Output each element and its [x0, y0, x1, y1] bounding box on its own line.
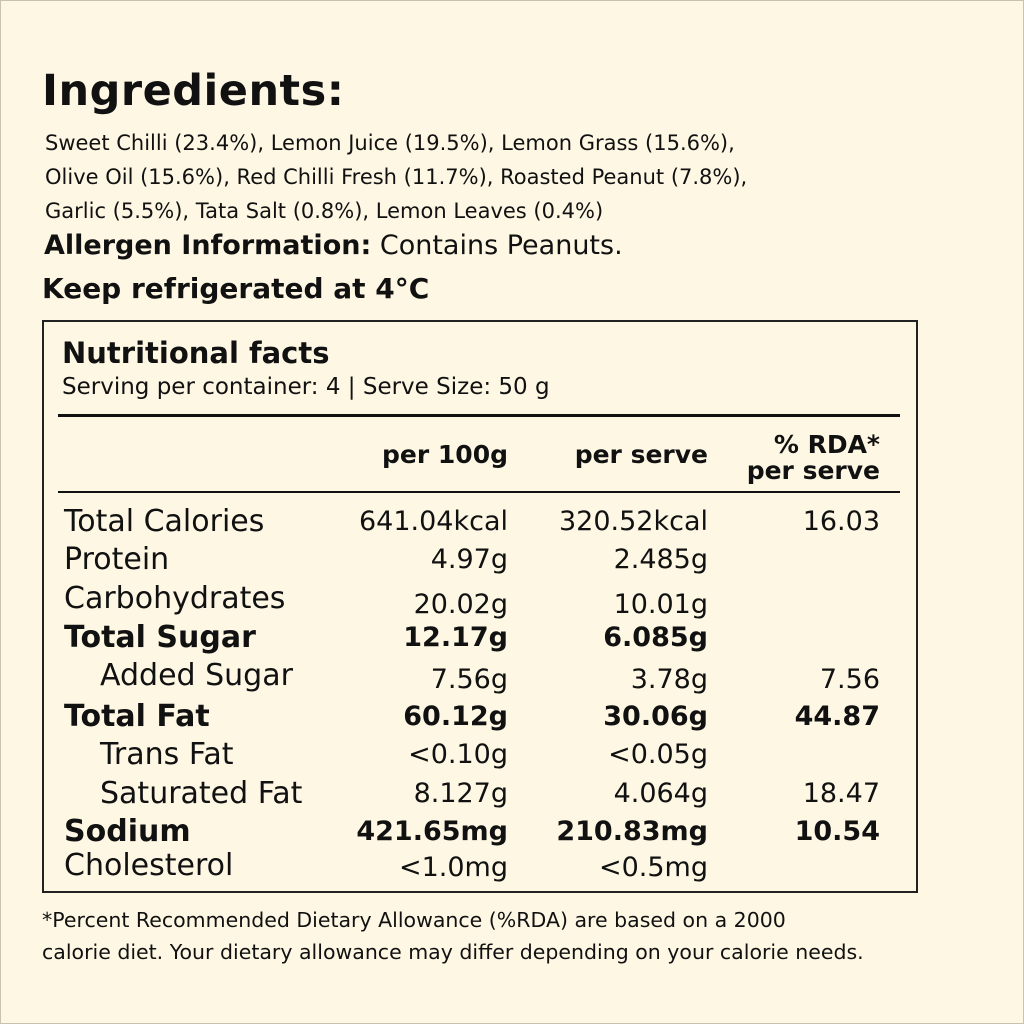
- value-per-serve: 3.78g: [630, 664, 708, 695]
- header-rda-line2: per serve: [746, 456, 880, 485]
- table-row: Carbohydrates 20.02g 10.01g: [44, 581, 916, 620]
- value-per-100g: 7.56g: [430, 664, 508, 695]
- value-per-100g: <0.10g: [408, 739, 508, 770]
- value-per-serve: 210.83mg: [556, 816, 708, 847]
- value-per-100g: 20.02g: [413, 589, 508, 620]
- footnote-line: *Percent Recommended Dietary Allowance (…: [42, 908, 786, 932]
- nutrient-label: Total Fat: [64, 699, 210, 734]
- serving-info: Serving per container: 4 | Serve Size: 5…: [62, 374, 550, 400]
- nutrient-label: Carbohydrates: [64, 581, 286, 616]
- value-per-100g: 60.12g: [403, 701, 508, 732]
- value-per-100g: 8.127g: [413, 778, 508, 809]
- nutrient-label: Total Sugar: [64, 620, 256, 655]
- value-per-serve: 4.064g: [613, 778, 708, 809]
- value-per-serve: 6.085g: [603, 622, 708, 653]
- value-per-serve: <0.05g: [608, 739, 708, 770]
- allergen-info: Allergen Information: Contains Peanuts.: [44, 230, 623, 261]
- value-per-serve: 320.52kcal: [558, 506, 708, 537]
- value-per-100g: 421.65mg: [356, 816, 508, 847]
- nutrient-label: Cholesterol: [64, 848, 234, 883]
- nutrient-label: Sodium: [64, 814, 191, 849]
- footnote: *Percent Recommended Dietary Allowance (…: [42, 904, 1002, 968]
- allergen-label: Allergen Information:: [44, 230, 372, 261]
- value-rda: 7.56: [819, 664, 880, 695]
- ingredients-line: Olive Oil (15.6%), Red Chilli Fresh (11.…: [45, 165, 748, 189]
- nutrient-label: Total Calories: [64, 504, 265, 539]
- table-row: Added Sugar 7.56g 3.78g 7.56: [44, 658, 916, 696]
- value-per-serve: 30.06g: [603, 701, 708, 732]
- thin-divider: [58, 491, 900, 493]
- header-per-serve: per serve: [574, 440, 708, 469]
- value-per-100g: <1.0mg: [398, 852, 508, 883]
- table-row: Trans Fat <0.10g <0.05g: [44, 737, 916, 775]
- footnote-line: calorie diet. Your dietary allowance may…: [42, 940, 864, 964]
- value-per-100g: 641.04kcal: [358, 506, 508, 537]
- ingredients-line: Sweet Chilli (23.4%), Lemon Juice (19.5%…: [45, 131, 735, 155]
- ingredients-heading: Ingredients:: [42, 66, 345, 116]
- nutrient-label: Added Sugar: [100, 658, 293, 693]
- ingredients-line: Garlic (5.5%), Tata Salt (0.8%), Lemon L…: [45, 199, 604, 223]
- nutrition-title: Nutritional facts: [62, 336, 330, 370]
- table-row: Cholesterol <1.0mg <0.5mg: [44, 848, 916, 886]
- ingredients-list: Sweet Chilli (23.4%), Lemon Juice (19.5%…: [45, 126, 945, 228]
- storage-instruction: Keep refrigerated at 4°C: [42, 272, 430, 305]
- nutrient-label: Saturated Fat: [100, 776, 303, 811]
- value-rda: 44.87: [794, 701, 880, 732]
- value-per-serve: <0.5mg: [598, 852, 708, 883]
- nutrient-label: Trans Fat: [100, 737, 234, 772]
- nutrition-facts-panel: Nutritional facts Serving per container:…: [42, 320, 918, 893]
- table-row: Total Sugar 12.17g 6.085g: [44, 620, 916, 658]
- table-row: Saturated Fat 8.127g 4.064g 18.47: [44, 776, 916, 814]
- value-per-100g: 12.17g: [403, 622, 508, 653]
- header-rda: % RDA* per serve: [714, 432, 880, 484]
- table-row: Protein 4.97g 2.485g: [44, 542, 916, 580]
- header-rda-line1: % RDA*: [773, 430, 880, 459]
- allergen-value: Contains Peanuts.: [371, 230, 623, 261]
- table-row: Total Calories 641.04kcal 320.52kcal 16.…: [44, 504, 916, 542]
- value-rda: 10.54: [794, 816, 880, 847]
- header-per-100g: per 100g: [382, 440, 508, 469]
- value-per-serve: 10.01g: [613, 589, 708, 620]
- table-row: Total Fat 60.12g 30.06g 44.87: [44, 699, 916, 737]
- thick-divider: [58, 414, 900, 417]
- value-per-100g: 4.97g: [430, 544, 508, 575]
- value-per-serve: 2.485g: [613, 544, 708, 575]
- value-rda: 18.47: [802, 778, 880, 809]
- table-row: Sodium 421.65mg 210.83mg 10.54: [44, 814, 916, 852]
- value-rda: 16.03: [802, 506, 880, 537]
- nutrient-label: Protein: [64, 542, 170, 577]
